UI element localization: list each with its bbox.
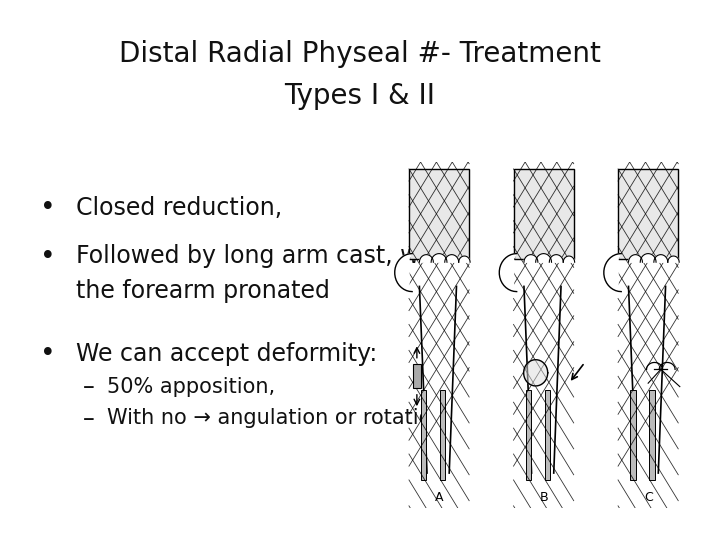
Polygon shape [536, 254, 552, 262]
Text: Closed reduction,: Closed reduction, [76, 196, 282, 220]
Polygon shape [459, 256, 470, 262]
Text: B: B [539, 491, 548, 504]
Text: Followed by long arm cast, with: Followed by long arm cast, with [76, 245, 450, 268]
Polygon shape [618, 169, 678, 259]
Polygon shape [629, 286, 665, 473]
Polygon shape [563, 256, 575, 262]
Text: •: • [40, 341, 55, 367]
Bar [545, 390, 550, 480]
Polygon shape [420, 286, 456, 473]
Bar [631, 390, 636, 480]
Text: –: – [83, 375, 94, 399]
Text: –: – [83, 407, 94, 430]
Polygon shape [513, 169, 574, 259]
Text: We can accept deformity:: We can accept deformity: [76, 342, 377, 366]
Polygon shape [549, 255, 563, 262]
Bar [441, 390, 446, 480]
Text: 50% apposition,: 50% apposition, [107, 377, 275, 397]
Polygon shape [604, 254, 621, 292]
Polygon shape [667, 256, 679, 262]
Bar [413, 364, 421, 388]
Polygon shape [499, 254, 517, 292]
Text: With no → angulation or rotation: With no → angulation or rotation [107, 408, 444, 429]
Text: the forearm pronated: the forearm pronated [76, 279, 330, 302]
Polygon shape [629, 255, 642, 262]
Text: •: • [40, 195, 55, 221]
Text: •: • [40, 244, 55, 269]
Bar [526, 390, 531, 480]
Polygon shape [395, 254, 412, 292]
Polygon shape [420, 255, 433, 262]
Polygon shape [409, 169, 469, 259]
Text: C: C [644, 491, 652, 504]
Bar [421, 390, 426, 480]
Polygon shape [640, 254, 656, 262]
Polygon shape [431, 254, 447, 262]
Polygon shape [524, 255, 538, 262]
Text: Distal Radial Physeal #- Treatment: Distal Radial Physeal #- Treatment [119, 40, 601, 68]
Polygon shape [654, 255, 667, 262]
Text: Types I & II: Types I & II [284, 82, 436, 110]
Polygon shape [524, 286, 561, 473]
Text: A: A [435, 491, 444, 504]
Polygon shape [523, 360, 548, 386]
Bar [649, 390, 654, 480]
Polygon shape [445, 255, 459, 262]
